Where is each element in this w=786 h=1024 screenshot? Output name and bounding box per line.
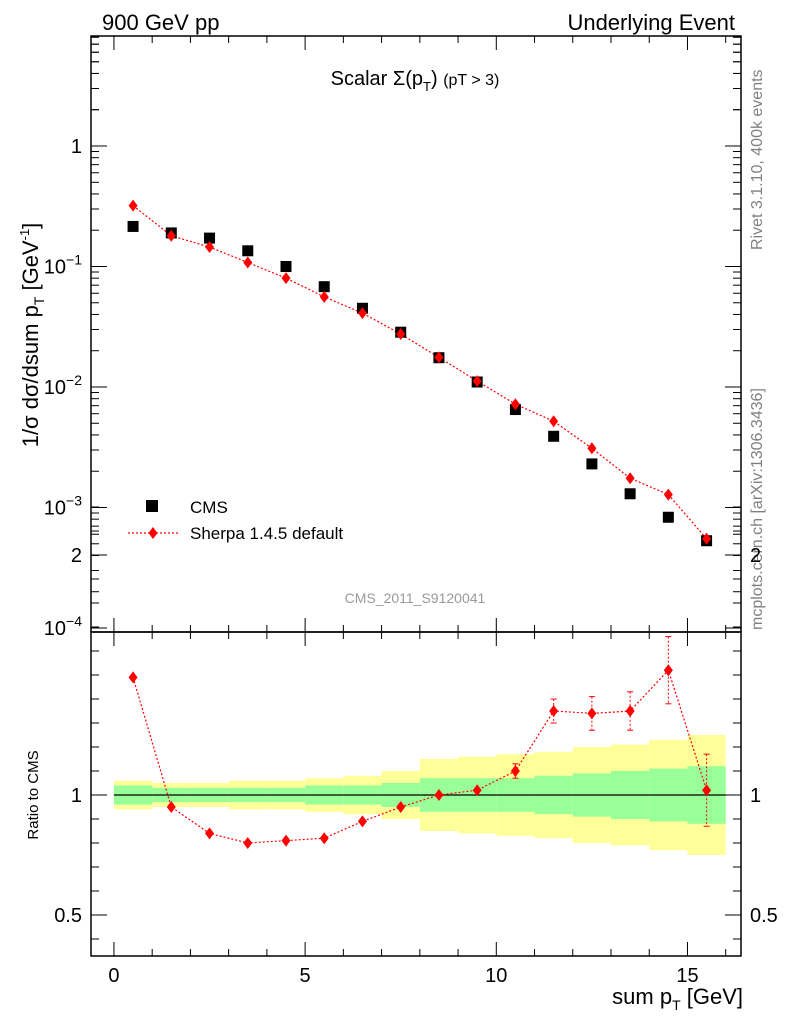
ratio-point: [434, 789, 444, 801]
ratio-y-tick-label: 2: [71, 545, 82, 567]
chart-title: Scalar Σ(pT) (pT > 3): [331, 68, 500, 94]
ratio-point: [243, 837, 253, 849]
ratio-point: [357, 815, 367, 828]
legend-sherpa-marker: [148, 527, 158, 539]
cms-point: [280, 261, 292, 272]
header-left: 900 GeV pp: [102, 10, 219, 35]
cms-point: [624, 488, 636, 500]
ratio-line: [132, 669, 708, 844]
legend-sherpa-label: Sherpa 1.4.5 default: [190, 524, 343, 543]
sherpa-point: [281, 272, 291, 285]
x-tick-label: 10: [485, 965, 507, 987]
sherpa-point: [663, 488, 673, 501]
cms-point: [204, 232, 216, 244]
y-tick-label: 10−3: [44, 493, 82, 520]
ratio-point: [549, 705, 559, 717]
sherpa-point: [587, 442, 597, 455]
ratio-point: [319, 832, 329, 845]
sherpa-point: [549, 415, 559, 428]
sherpa-point: [472, 375, 482, 388]
ratio-plot-frame: [90, 631, 742, 957]
cms-point: [318, 281, 330, 293]
rivet-info: Rivet 3.1.10, 400k events: [749, 69, 766, 250]
ratio-y-axis-label: Ratio to CMS: [25, 750, 42, 839]
x-axis-label: sum pT [GeV]: [612, 984, 743, 1013]
analysis-id: CMS_2011_S9120041: [345, 590, 486, 606]
y-tick-label: 10−4: [44, 613, 82, 640]
mcplots-info: mcplots.cern.ch [arXiv:1306.3436]: [749, 388, 766, 630]
cms-point: [127, 220, 139, 232]
legend: CMS Sherpa 1.4.5 default: [128, 498, 343, 543]
main-series: [127, 199, 713, 547]
ratio-point: [587, 707, 597, 720]
sherpa-point: [166, 229, 176, 242]
x-tick-label: 5: [300, 965, 311, 987]
x-tick-label: 0: [108, 965, 119, 987]
y-tick-label: 10−2: [44, 372, 82, 399]
ratio-point: [281, 834, 291, 847]
sherpa-point: [128, 199, 138, 212]
sherpa-point: [205, 241, 215, 254]
y-tick-label: 1: [71, 136, 82, 158]
sherpa-point: [702, 532, 712, 545]
cms-point: [586, 458, 598, 470]
plot-frames: [90, 35, 742, 957]
ratio-y-tick-label-right: 2: [750, 545, 761, 567]
ratio-point: [396, 801, 406, 813]
legend-cms-label: CMS: [190, 498, 228, 517]
ratio-point: [472, 784, 482, 797]
sherpa-point: [243, 256, 253, 269]
ratio-point: [625, 705, 635, 717]
header-right: Underlying Event: [567, 10, 735, 35]
axis-ticks: 0 5 10 15 10−4 10−3 10−2 10−1 1 0.5 0.5 1 1 2 2: [44, 36, 778, 987]
y-axis-label: 1/σ dσ/dsum pT [GeV-1]: [17, 223, 47, 448]
ratio-y-tick-label-right: 0.5: [750, 905, 778, 927]
sherpa-point: [434, 351, 444, 364]
ratio-point: [510, 765, 520, 777]
sherpa-point: [510, 398, 520, 411]
sherpa-point: [625, 472, 635, 485]
ratio-y-tick-label: 0.5: [54, 905, 82, 927]
x-tick-label: 15: [676, 965, 698, 987]
sherpa-line: [132, 205, 708, 540]
ratio-point: [702, 784, 712, 797]
ratio-y-tick-label: 1: [71, 785, 82, 807]
ratio-series: [128, 636, 712, 849]
ratio-y-tick-label-right: 1: [750, 785, 761, 807]
sherpa-point: [396, 328, 406, 341]
cms-point: [548, 430, 560, 442]
y-tick-label: 10−1: [44, 252, 82, 279]
ratio-point: [663, 664, 673, 677]
cms-point: [242, 245, 254, 257]
sherpa-point: [357, 307, 367, 320]
sherpa-point: [319, 290, 329, 303]
ratio-point: [166, 801, 176, 813]
cms-point: [662, 511, 674, 523]
ratio-point: [128, 671, 138, 684]
legend-cms-marker: [146, 500, 158, 512]
ratio-point: [205, 827, 215, 840]
main-plot-frame: [90, 35, 742, 633]
